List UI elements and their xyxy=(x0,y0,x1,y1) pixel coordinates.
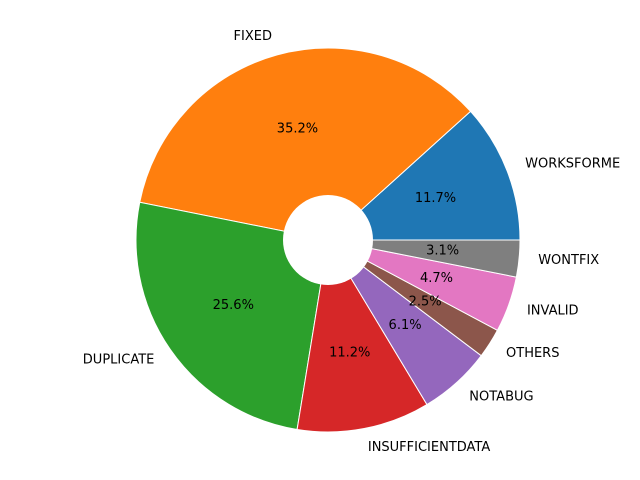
category-label-others: OTHERS xyxy=(506,346,559,361)
percent-label-insufficientdata: 11.2% xyxy=(329,346,370,361)
category-label-duplicate: DUPLICATE xyxy=(83,353,155,368)
category-labels: WORKSFORME FIXED DUPLICATE INSUFFICIENTDATA… xyxy=(83,29,620,455)
pie-slices xyxy=(135,47,521,433)
category-label-notabug: NOTABUG xyxy=(469,389,533,404)
percent-label-duplicate: 25.6% xyxy=(213,298,254,313)
slice-insufficientdata xyxy=(296,238,428,433)
category-label-fixed: FIXED xyxy=(234,29,272,44)
percent-label-fixed: 35.2% xyxy=(277,121,318,136)
percentage-labels: 11.7% 35.2% 25.6% 11.2% 6.1% 2.5% 4.7% 3.1% xyxy=(213,121,460,360)
category-label-wontfix: WONTFIX xyxy=(538,253,599,268)
slice-wontfix xyxy=(327,239,521,278)
category-label-worksforme: WORKSFORME xyxy=(525,157,620,172)
slice-duplicate xyxy=(135,201,329,431)
percent-label-worksforme: 11.7% xyxy=(415,191,456,206)
donut-hole xyxy=(283,195,373,285)
slice-fixed xyxy=(139,47,472,241)
percent-label-wontfix: 3.1% xyxy=(426,244,459,259)
percent-label-others: 2.5% xyxy=(409,294,442,309)
category-label-invalid: INVALID xyxy=(527,303,579,318)
percent-label-invalid: 4.7% xyxy=(420,271,453,286)
category-label-insufficientdata: INSUFFICIENTDATA xyxy=(368,440,491,455)
slice-worksforme xyxy=(326,110,521,241)
percent-label-notabug: 6.1% xyxy=(389,318,422,333)
